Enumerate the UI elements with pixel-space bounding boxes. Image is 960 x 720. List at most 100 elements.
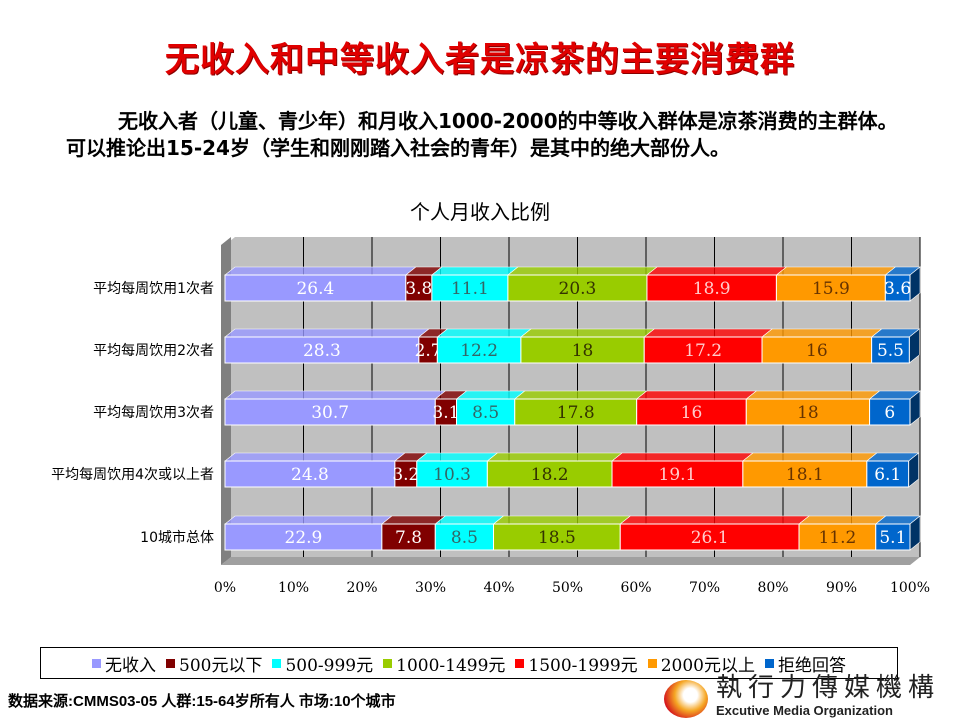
- plot-floor: [221, 557, 920, 565]
- data-label: 18.5: [538, 528, 576, 548]
- legend-item: 2000元以上: [647, 651, 755, 676]
- company-logo: 執行力傳媒機構 Excutive Media Organization: [660, 673, 960, 720]
- bar-segment-top: [775, 266, 897, 276]
- legend-item: 无收入: [92, 651, 156, 676]
- bar-segment: [798, 523, 877, 551]
- legend-item: 1000-1499元: [383, 651, 505, 676]
- bar-segment: [646, 274, 777, 302]
- bar-segment-top: [646, 266, 788, 276]
- slide-title: 无收入和中等收入者是凉茶的主要消费群: [165, 40, 795, 80]
- category-label: 平均每周饮用1次者: [93, 281, 214, 297]
- legend-item: 500元以下: [166, 651, 262, 676]
- legend-swatch: [764, 658, 774, 668]
- bar-segment: [884, 274, 911, 302]
- bar-segment: [434, 523, 495, 551]
- data-label: 19.1: [659, 465, 697, 485]
- data-label: 17.2: [684, 341, 722, 361]
- data-label: 8.5: [472, 403, 499, 423]
- bar-segment: [416, 460, 488, 488]
- legend-label: 1500-1999元: [528, 655, 638, 676]
- bar-segment: [431, 274, 509, 302]
- data-label: 30.7: [311, 403, 349, 423]
- legend-swatch: [166, 658, 176, 668]
- data-label: 15.9: [812, 279, 850, 299]
- bar-segment-top: [745, 390, 881, 400]
- bar-segment: [643, 336, 763, 364]
- bar-segment-top: [224, 328, 430, 338]
- bar-segment-top: [381, 515, 447, 525]
- bar-segment: [507, 274, 648, 302]
- data-label: 3.1: [432, 403, 459, 423]
- legend-item: 拒绝回答: [764, 651, 846, 676]
- data-label: 6: [884, 403, 895, 423]
- data-label: 26.4: [296, 279, 334, 299]
- data-label: 11.2: [818, 528, 856, 548]
- data-label: 18: [797, 403, 819, 423]
- bar-segment: [871, 336, 910, 364]
- bar-segment: [224, 336, 420, 364]
- logo-en-text: Excutive Media Organization: [716, 703, 893, 718]
- chart-title: 个人月收入比例: [410, 200, 550, 224]
- x-tick-label: 50%: [552, 580, 583, 596]
- bar-segment-top: [742, 452, 878, 462]
- bar-segment: [869, 398, 911, 426]
- bar-segment-top: [436, 328, 532, 338]
- x-tick-label: 40%: [483, 580, 514, 596]
- data-label: 16: [681, 403, 703, 423]
- bar-segment-top: [492, 515, 632, 525]
- legend-swatch: [92, 658, 102, 668]
- bar-segment-top: [507, 266, 658, 276]
- x-tick-label: 80%: [757, 580, 788, 596]
- legend-swatch: [272, 658, 282, 668]
- legend-item: 1500-1999元: [515, 651, 638, 676]
- bar-segment: [875, 523, 911, 551]
- bar-segment-top: [224, 452, 406, 462]
- legend-label: 2000元以上: [660, 655, 755, 676]
- bar-segment: [745, 398, 871, 426]
- legend-label: 500元以下: [179, 655, 263, 676]
- bar-segment-top: [520, 328, 656, 338]
- data-label: 28.3: [303, 341, 341, 361]
- data-label: 3.2: [392, 465, 419, 485]
- category-label: 平均每周饮用4次或以上者: [51, 467, 214, 483]
- stacked-bar-chart: 0% 10% 20% 30% 40% 50% 60% 70% 80% 90% 100% 平均每周饮用1…: [51, 237, 930, 596]
- data-source-note: 数据来源:CMMS03-05 人群:15-64岁所有人 市场:10个城市: [8, 693, 396, 710]
- legend-label: 1000-1499元: [396, 655, 506, 676]
- bar-segment: [611, 460, 744, 488]
- data-label: 3.6: [884, 279, 911, 299]
- bar-segment-top: [643, 328, 773, 338]
- chart-legend: 无收入 500元以下 500-999元 1000-1499元 1500-1999元 200…: [40, 647, 898, 679]
- legend-label: 无收入: [105, 655, 157, 676]
- data-label: 11.1: [451, 279, 489, 299]
- data-label: 16: [806, 341, 828, 361]
- x-tick-label: 30%: [415, 580, 446, 596]
- data-label: 3.8: [405, 279, 432, 299]
- bar-segment-top: [224, 390, 447, 400]
- data-label: 18.2: [531, 465, 569, 485]
- data-label: 17.8: [557, 403, 595, 423]
- bar-segment: [775, 274, 886, 302]
- logo-mark-icon: [664, 680, 708, 718]
- data-label: 12.2: [460, 341, 498, 361]
- data-label: 7.8: [395, 528, 422, 548]
- bar-segment-top: [455, 390, 526, 400]
- bar-segment-top: [513, 390, 648, 400]
- bar-segment-top: [431, 266, 519, 276]
- data-label: 18.1: [786, 465, 824, 485]
- data-label: 18: [572, 341, 594, 361]
- logo-cn-text: 執行力傳媒機構: [716, 673, 941, 703]
- category-label: 平均每周饮用2次者: [93, 343, 214, 359]
- data-label: 24.8: [291, 465, 329, 485]
- data-label: 22.9: [285, 528, 323, 548]
- legend-swatch: [383, 658, 393, 668]
- legend-item: 500-999元: [272, 651, 373, 676]
- summary-paragraph: 无收入者（儿童、青少年）和月收入1000-2000的中等收入群体是凉茶消费的主群…: [66, 109, 898, 160]
- legend-swatch: [647, 658, 657, 668]
- bar-segment-top: [434, 515, 505, 525]
- bar-segment-top: [619, 515, 810, 525]
- data-label: 2.7: [415, 341, 442, 361]
- legend-label: 拒绝回答: [777, 655, 846, 676]
- data-label: 5.1: [879, 528, 906, 548]
- bar-segment: [619, 523, 800, 551]
- x-tick-label: 90%: [826, 580, 857, 596]
